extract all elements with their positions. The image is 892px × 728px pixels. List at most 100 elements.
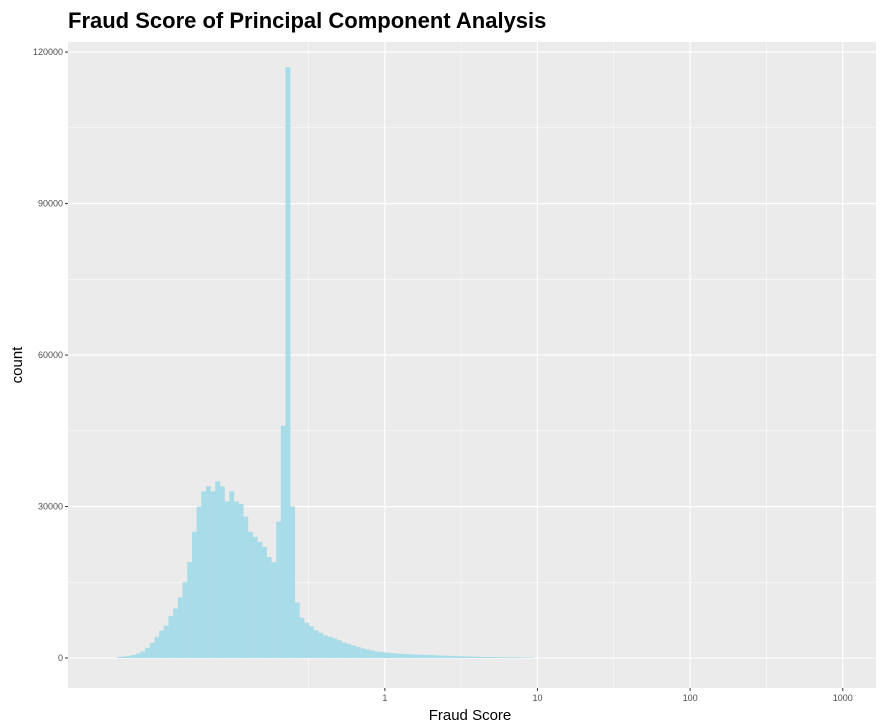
- histogram-bar: [519, 657, 525, 658]
- y-axis-title: count: [9, 346, 26, 384]
- major-gridlines: [68, 42, 876, 688]
- histogram-bar: [210, 491, 216, 658]
- histogram-bar: [360, 648, 366, 658]
- histogram-bar: [505, 657, 511, 658]
- histogram-bar: [248, 531, 253, 658]
- histogram-bar: [514, 657, 520, 658]
- histogram-bar: [388, 652, 394, 658]
- histogram-bar: [463, 656, 469, 658]
- histogram-bar: [271, 562, 277, 658]
- histogram-bar: [496, 657, 501, 658]
- x-tick-label: 100: [683, 693, 698, 703]
- histogram-bar: [411, 654, 417, 658]
- histogram-bar: [121, 656, 127, 658]
- y-tick-label: 60000: [38, 350, 63, 360]
- histogram-bar: [397, 653, 403, 658]
- histogram-bar: [379, 651, 384, 658]
- histogram-bar: [341, 642, 347, 658]
- histogram-bar: [187, 562, 193, 658]
- histogram-bar: [215, 481, 221, 658]
- x-tick-label: 10: [532, 693, 542, 703]
- histogram-bar: [365, 649, 370, 658]
- histogram-bar: [458, 656, 464, 658]
- histogram-bar: [402, 653, 408, 658]
- x-tick-label: 1: [382, 693, 387, 703]
- histogram-bar: [243, 516, 249, 658]
- histogram-bar: [219, 486, 225, 658]
- histogram-bar: [416, 654, 422, 658]
- histogram-bar: [407, 654, 413, 658]
- histogram-bar: [332, 638, 338, 658]
- histogram-bar: [500, 657, 506, 658]
- histogram-bar: [280, 425, 286, 658]
- histogram-bar: [313, 630, 319, 658]
- histogram-bar: [477, 656, 483, 658]
- histogram-bar: [308, 626, 314, 658]
- histogram-bar: [435, 655, 441, 658]
- histogram-bar: [145, 647, 150, 658]
- histogram-bar: [116, 656, 122, 658]
- histogram-bar: [177, 597, 183, 658]
- histogram-bar: [257, 541, 263, 658]
- chart-title: Fraud Score of Principal Component Analy…: [68, 8, 547, 33]
- histogram-bar: [304, 622, 310, 658]
- histogram-bar: [439, 655, 445, 658]
- x-axis-title: Fraud Score: [429, 707, 512, 724]
- y-axis: 0 30000 60000 90000 120000: [33, 47, 68, 663]
- histogram-bar: [234, 501, 239, 658]
- x-tick-label: 1000: [833, 693, 853, 703]
- histogram-bar: [238, 504, 244, 658]
- histogram-bar: [266, 557, 272, 658]
- histogram-bar: [201, 491, 207, 658]
- histogram-bar: [294, 602, 300, 658]
- histogram-bar: [486, 656, 492, 658]
- histogram-bar: [196, 506, 202, 658]
- histogram-bar: [154, 636, 160, 658]
- histogram-bar: [131, 654, 136, 658]
- histogram-bar: [346, 643, 352, 658]
- histogram-bars: [116, 67, 534, 658]
- histogram-bar: [318, 632, 324, 658]
- histogram-bar: [467, 656, 473, 658]
- histogram-bar: [135, 653, 141, 658]
- histogram-bar: [149, 642, 155, 658]
- histogram-bar: [327, 636, 333, 658]
- y-tick-label: 30000: [38, 502, 63, 512]
- histogram-bar: [472, 656, 478, 658]
- histogram-bar: [453, 656, 459, 658]
- histogram-bar: [482, 656, 487, 658]
- histogram-bar: [355, 646, 361, 658]
- histogram-bar: [444, 655, 450, 658]
- histogram-bar: [173, 608, 179, 658]
- histogram-bar: [430, 655, 436, 658]
- y-tick-label: 90000: [38, 199, 63, 209]
- histogram-bar: [510, 657, 515, 658]
- histogram-bar: [182, 582, 188, 658]
- y-tick-label: 120000: [33, 47, 63, 57]
- histogram-bar: [252, 536, 258, 658]
- histogram-bar: [163, 625, 169, 658]
- histogram-bar: [322, 635, 328, 658]
- histogram-bar: [299, 617, 305, 658]
- histogram-bar: [336, 640, 342, 658]
- histogram-bar: [290, 506, 296, 658]
- histogram-bar: [229, 491, 235, 658]
- histogram-bar: [393, 653, 398, 658]
- histogram-bar: [285, 67, 291, 658]
- histogram-bar: [374, 651, 380, 658]
- histogram-bar: [159, 630, 165, 658]
- histogram-bar: [421, 654, 427, 658]
- histogram-bar: [126, 655, 132, 658]
- histogram-bar: [140, 651, 146, 658]
- histogram-bar: [262, 546, 267, 658]
- histogram-bar: [191, 531, 197, 658]
- histogram-bar: [369, 650, 375, 658]
- histogram-bar: [276, 521, 281, 658]
- x-axis: 1 10 100 1000: [382, 688, 853, 703]
- histogram-bar: [449, 655, 455, 658]
- histogram-bar: [425, 654, 431, 658]
- y-tick-label: 0: [58, 653, 63, 663]
- histogram-bar: [205, 486, 211, 658]
- histogram-bar: [491, 657, 497, 658]
